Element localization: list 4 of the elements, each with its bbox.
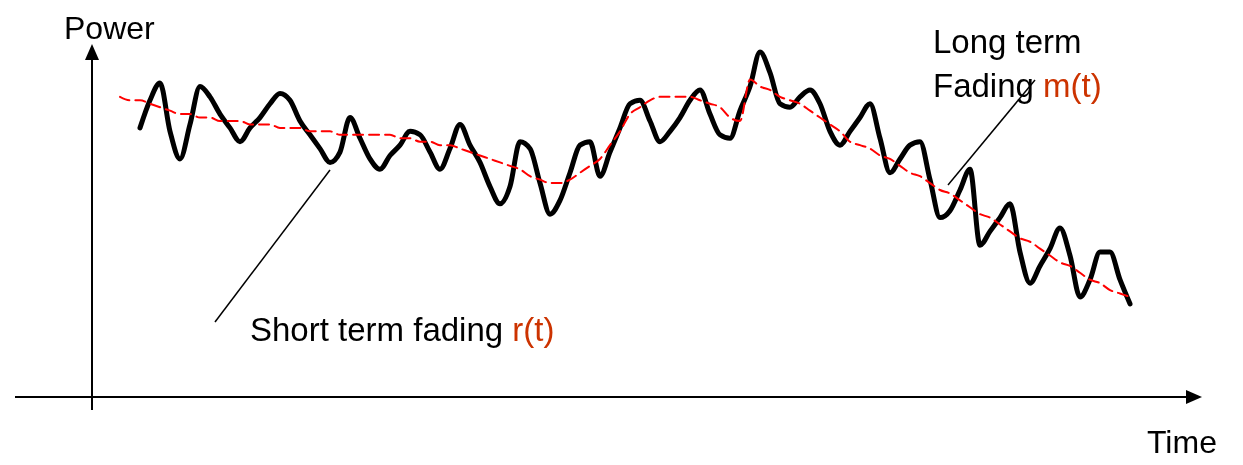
x-axis-title: Time (1147, 424, 1217, 461)
annotation: Short term fading r(t) (250, 311, 555, 348)
annotation: Long term Fading m(t) (933, 23, 1102, 104)
y-axis-title: Power (64, 10, 155, 47)
